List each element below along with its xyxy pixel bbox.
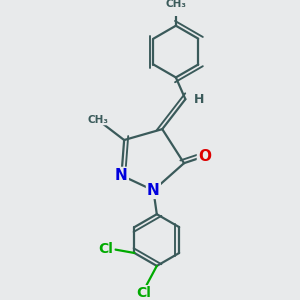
- Text: N: N: [147, 183, 160, 198]
- Text: Cl: Cl: [136, 286, 151, 300]
- Text: N: N: [115, 168, 128, 183]
- Text: O: O: [198, 149, 211, 164]
- Text: CH₃: CH₃: [88, 115, 109, 124]
- Text: H: H: [194, 93, 204, 106]
- Text: Cl: Cl: [98, 242, 113, 256]
- Text: CH₃: CH₃: [165, 0, 186, 9]
